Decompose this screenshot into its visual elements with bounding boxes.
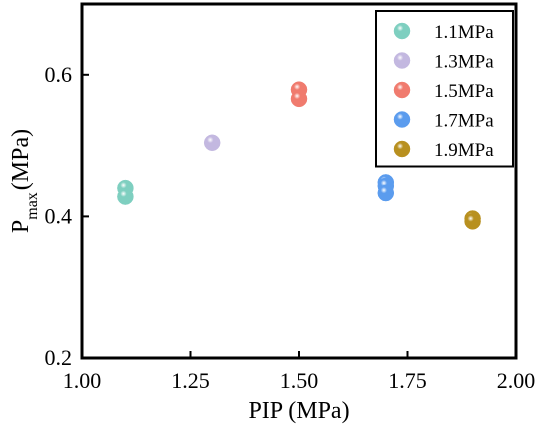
- axis-ticks: 1.00 1.25 1.50 1.75 2.00 0.2 0.4 0.6: [45, 62, 536, 393]
- legend-marker: [393, 81, 411, 99]
- y-tick-label: 0.2: [45, 345, 73, 370]
- data-point: [377, 184, 395, 202]
- x-axis-title: PIP (MPa): [248, 398, 349, 424]
- y-tick-label: 0.6: [45, 62, 73, 87]
- legend-marker: [393, 111, 411, 128]
- y-axis-title: Pmax (MPa): [8, 129, 41, 233]
- y-tick-label: 0.4: [45, 203, 73, 228]
- y-axis-title-main: P: [8, 220, 34, 233]
- x-tick-label: 1.50: [280, 368, 319, 393]
- legend-label: 1.7MPa: [434, 111, 494, 132]
- legend: 1.1MPa 1.3MPa 1.5MPa 1.7MPa 1.9MPa: [375, 10, 514, 168]
- x-tick-label: 1.25: [171, 368, 210, 393]
- legend-label: 1.3MPa: [434, 52, 494, 73]
- y-axis-title-unit: (MPa): [8, 129, 34, 190]
- data-point: [290, 90, 308, 108]
- x-tick-label: 1.75: [388, 368, 427, 393]
- legend-marker: [393, 52, 411, 69]
- x-tick-label: 2.00: [497, 368, 536, 393]
- data-point: [117, 188, 134, 205]
- data-points: [117, 81, 481, 230]
- legend-marker: [393, 140, 411, 158]
- data-point: [203, 134, 221, 152]
- legend-marker: [393, 22, 411, 40]
- y-axis-title-sub: max: [24, 192, 41, 220]
- x-tick-label: 1.00: [63, 368, 102, 393]
- legend-label: 1.9MPa: [434, 140, 494, 161]
- legend-label: 1.1MPa: [434, 22, 494, 43]
- data-point: [464, 213, 481, 230]
- legend-label: 1.5MPa: [434, 81, 494, 102]
